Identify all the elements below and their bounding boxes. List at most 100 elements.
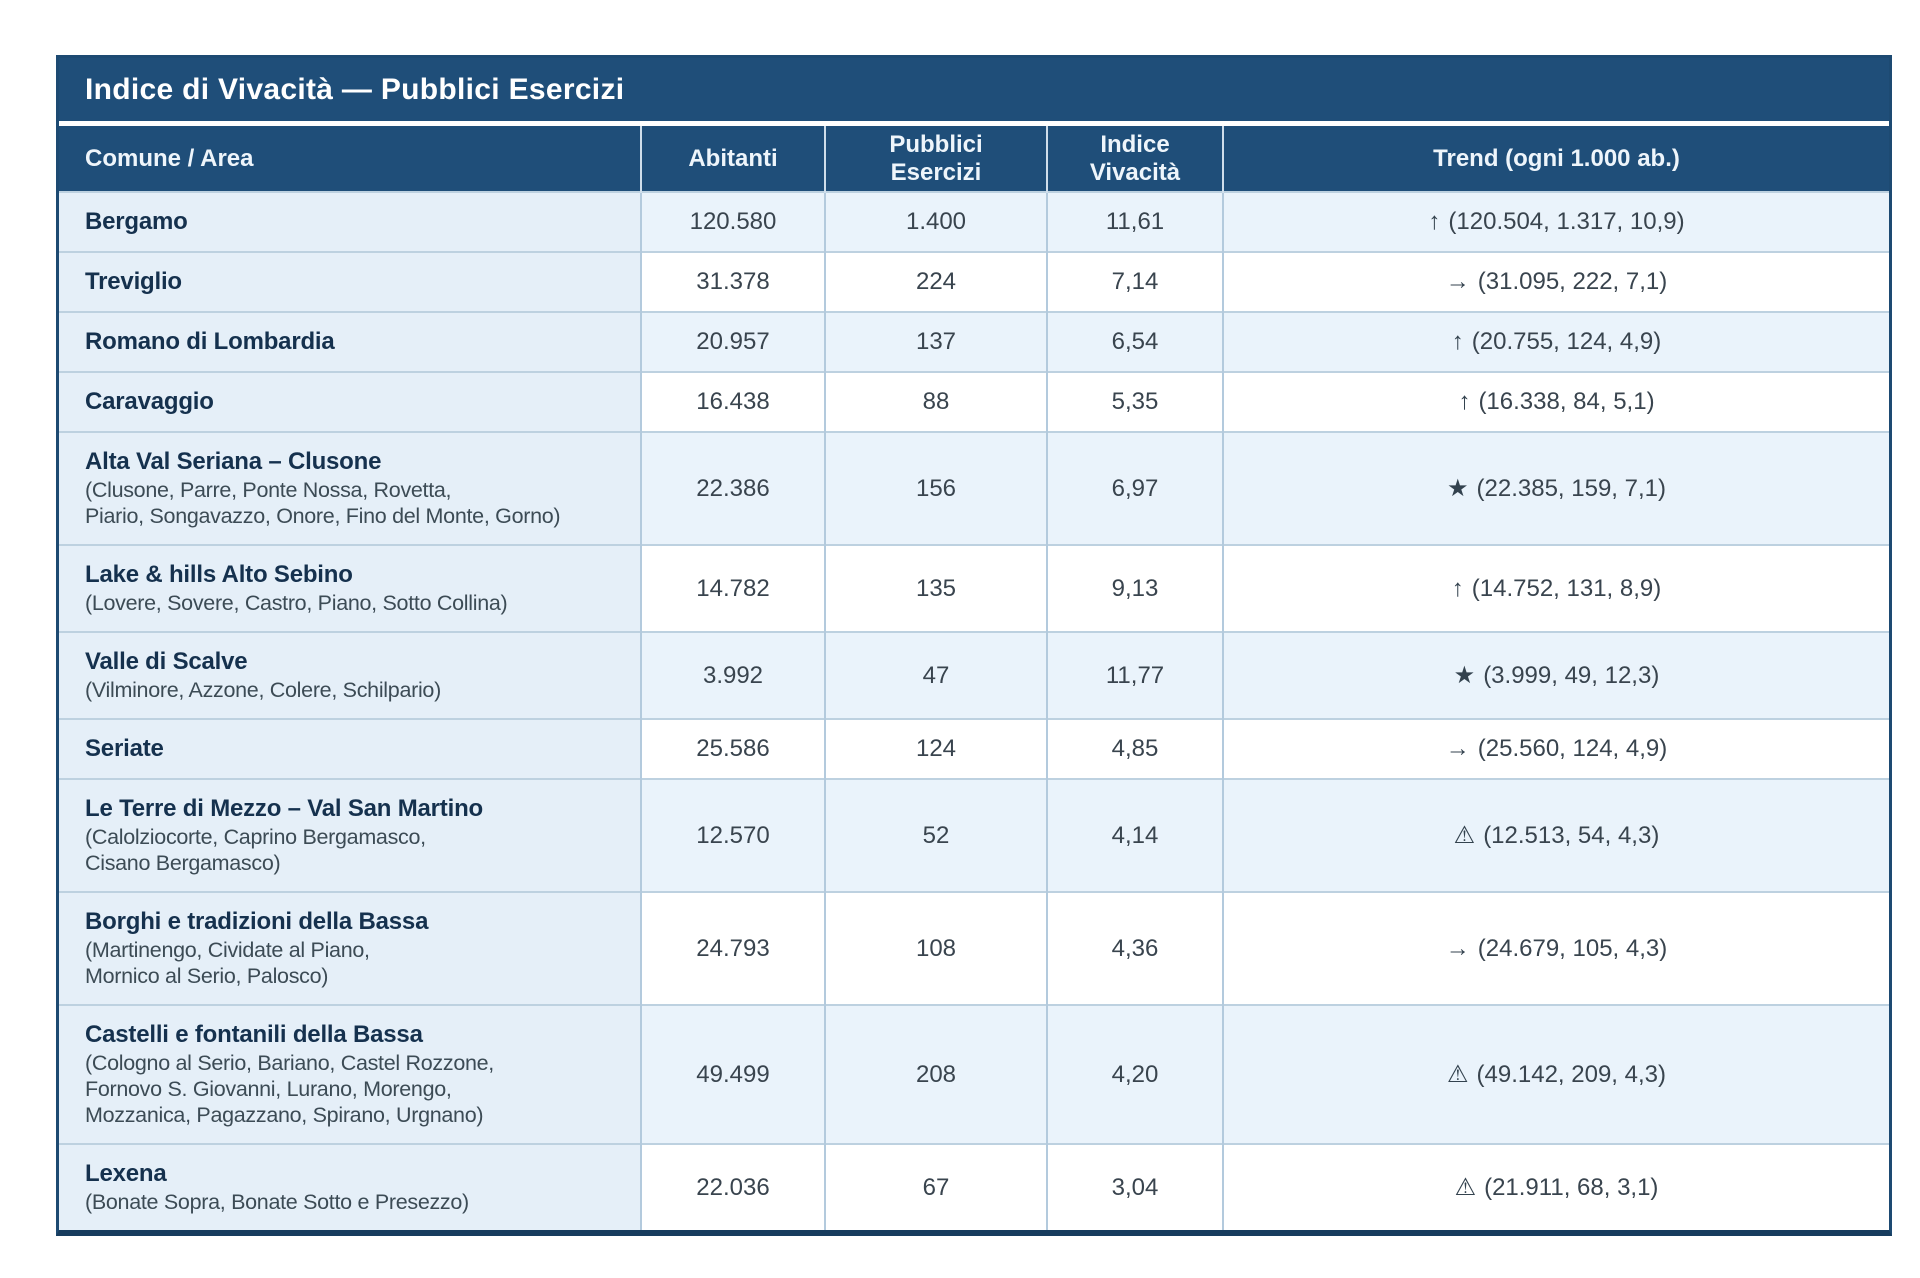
area-name: Borghi e tradizioni della Bassa — [85, 908, 429, 935]
page-title: Indice di Vivacità — Pubblici Esercizi — [59, 58, 1889, 126]
arrow-right-icon: → — [1445, 934, 1470, 962]
trend-values: (3.999, 49, 12,3) — [1483, 662, 1660, 689]
star-icon: ★ — [1453, 662, 1476, 689]
trend-values: (12.513, 54, 4,3) — [1483, 822, 1660, 849]
indice-cell: 4,36 — [1046, 891, 1223, 1005]
arrow-up-icon: ↑ — [1458, 388, 1471, 415]
trend-values: (25.560, 124, 4,9) — [1477, 735, 1668, 762]
indice-cell: 7,14 — [1046, 251, 1223, 312]
trend-cell: ↑ (14.752, 131, 8,9) — [1222, 544, 1889, 632]
comune-cell: Le Terre di Mezzo – Val San Martino (Cal… — [59, 778, 641, 892]
star-icon: ★ — [1447, 475, 1469, 502]
abitanti-cell: 120.580 — [640, 191, 825, 252]
table-row: Caravaggio 16.438 88 5,35 ↑ (16.338, 84, … — [59, 371, 1889, 432]
comune-cell: Caravaggio — [59, 371, 641, 432]
arrow-up-icon: ↑ — [1451, 328, 1464, 355]
comune-cell: Lexena (Bonate Sopra, Bonate Sotto e Pre… — [59, 1143, 641, 1230]
comune-cell: Bergamo — [59, 191, 641, 252]
table-row: Valle di Scalve (Vilminore, Azzone, Cole… — [59, 631, 1889, 719]
area-name: Treviglio — [85, 268, 182, 295]
col-header-indice: Indice Vivacità — [1046, 126, 1223, 192]
abitanti-cell: 14.782 — [640, 544, 825, 632]
area-municipalities: (Vilminore, Azzone, Colere, Schilpario) — [85, 678, 441, 702]
area-name: Romano di Lombardia — [85, 328, 335, 355]
area-municipalities: (Bonate Sopra, Bonate Sotto e Presezzo) — [85, 1190, 469, 1214]
indice-cell: 3,04 — [1046, 1143, 1223, 1230]
indice-cell: 4,14 — [1046, 778, 1223, 892]
esercizi-cell: 1.400 — [824, 191, 1047, 252]
table-row: Le Terre di Mezzo – Val San Martino (Cal… — [59, 778, 1889, 892]
comune-cell: Romano di Lombardia — [59, 311, 641, 372]
area-name: Alta Val Seriana – Clusone — [85, 448, 382, 475]
area-municipalities: (Martinengo, Cividate al Piano, Mornico … — [85, 938, 370, 988]
esercizi-cell: 124 — [824, 718, 1047, 779]
vivacita-report: Indice di Vivacità — Pubblici Esercizi C… — [56, 55, 1892, 1236]
table-row: Borghi e tradizioni della Bassa (Martine… — [59, 891, 1889, 1005]
indice-cell: 6,54 — [1046, 311, 1223, 372]
comune-cell: Alta Val Seriana – Clusone (Clusone, Par… — [59, 431, 641, 545]
trend-values: (21.911, 68, 3,1) — [1484, 1174, 1659, 1201]
abitanti-cell: 24.793 — [640, 891, 825, 1005]
trend-values: (49.142, 209, 4,3) — [1476, 1061, 1666, 1088]
indice-cell: 11,61 — [1046, 191, 1223, 252]
abitanti-cell: 22.386 — [640, 431, 825, 545]
area-municipalities: (Calolziocorte, Caprino Bergamasco, Cisa… — [85, 825, 426, 875]
trend-values: (14.752, 131, 8,9) — [1471, 574, 1662, 602]
area-municipalities: (Cologno al Serio, Bariano, Castel Rozzo… — [85, 1051, 494, 1127]
arrow-right-icon: → — [1445, 735, 1470, 762]
abitanti-cell: 12.570 — [640, 778, 825, 892]
abitanti-cell: 22.036 — [640, 1143, 825, 1230]
indice-cell: 6,97 — [1046, 431, 1223, 545]
area-name: Lexena — [85, 1160, 167, 1187]
col-header-trend: Trend (ogni 1.000 ab.) — [1222, 126, 1889, 192]
esercizi-cell: 224 — [824, 251, 1047, 312]
abitanti-cell: 31.378 — [640, 251, 825, 312]
warning-icon: ⚠ — [1453, 822, 1476, 849]
area-name: Seriate — [85, 735, 164, 762]
area-municipalities: (Lovere, Sovere, Castro, Piano, Sotto Co… — [85, 591, 508, 615]
table-row: Lake & hills Alto Sebino (Lovere, Sovere… — [59, 544, 1889, 632]
arrow-up-icon: ↑ — [1451, 574, 1464, 602]
area-name: Bergamo — [85, 208, 188, 235]
area-name: Castelli e fontanili della Bassa — [85, 1021, 423, 1048]
header-row: Comune / Area Abitanti Pubblici Esercizi… — [59, 126, 1889, 192]
arrow-up-icon: ↑ — [1428, 208, 1441, 235]
area-name: Caravaggio — [85, 388, 214, 415]
abitanti-cell: 20.957 — [640, 311, 825, 372]
indice-cell: 11,77 — [1046, 631, 1223, 719]
trend-values: (120.504, 1.317, 10,9) — [1448, 208, 1685, 235]
indice-cell: 4,85 — [1046, 718, 1223, 779]
table-row: Alta Val Seriana – Clusone (Clusone, Par… — [59, 431, 1889, 545]
trend-cell: ↑ (120.504, 1.317, 10,9) — [1222, 191, 1889, 252]
esercizi-cell: 67 — [824, 1143, 1047, 1230]
comune-cell: Valle di Scalve (Vilminore, Azzone, Cole… — [59, 631, 641, 719]
table-row: Seriate 25.586 124 4,85 → (25.560, 124, 4… — [59, 718, 1889, 779]
trend-values: (22.385, 159, 7,1) — [1476, 475, 1666, 502]
esercizi-cell: 135 — [824, 544, 1047, 632]
comune-cell: Seriate — [59, 718, 641, 779]
area-name: Le Terre di Mezzo – Val San Martino — [85, 795, 483, 822]
trend-cell: ⚠ (21.911, 68, 3,1) — [1222, 1143, 1889, 1230]
table-row: Bergamo 120.580 1.400 11,61 ↑ (120.504, 1… — [59, 191, 1889, 252]
trend-cell: ★ (22.385, 159, 7,1) — [1222, 431, 1889, 545]
esercizi-cell: 108 — [824, 891, 1047, 1005]
table-body: Bergamo 120.580 1.400 11,61 ↑ (120.504, 1… — [59, 191, 1889, 1230]
trend-cell: → (31.095, 222, 7,1) — [1222, 251, 1889, 312]
esercizi-cell: 52 — [824, 778, 1047, 892]
trend-cell: ↑ (20.755, 124, 4,9) — [1222, 311, 1889, 372]
table-header: Comune / Area Abitanti Pubblici Esercizi… — [59, 126, 1889, 192]
esercizi-cell: 208 — [824, 1004, 1047, 1144]
arrow-right-icon: → — [1445, 268, 1470, 295]
comune-cell: Castelli e fontanili della Bassa (Cologn… — [59, 1004, 641, 1144]
comune-cell: Treviglio — [59, 251, 641, 312]
abitanti-cell: 3.992 — [640, 631, 825, 719]
trend-cell: ⚠ (49.142, 209, 4,3) — [1222, 1004, 1889, 1144]
trend-cell: ↑ (16.338, 84, 5,1) — [1222, 371, 1889, 432]
esercizi-cell: 47 — [824, 631, 1047, 719]
table-row: Lexena (Bonate Sopra, Bonate Sotto e Pre… — [59, 1143, 1889, 1230]
trend-values: (24.679, 105, 4,3) — [1477, 934, 1668, 962]
esercizi-cell: 156 — [824, 431, 1047, 545]
indice-cell: 9,13 — [1046, 544, 1223, 632]
indice-cell: 4,20 — [1046, 1004, 1223, 1144]
area-municipalities: (Clusone, Parre, Ponte Nossa, Rovetta, P… — [85, 478, 561, 528]
